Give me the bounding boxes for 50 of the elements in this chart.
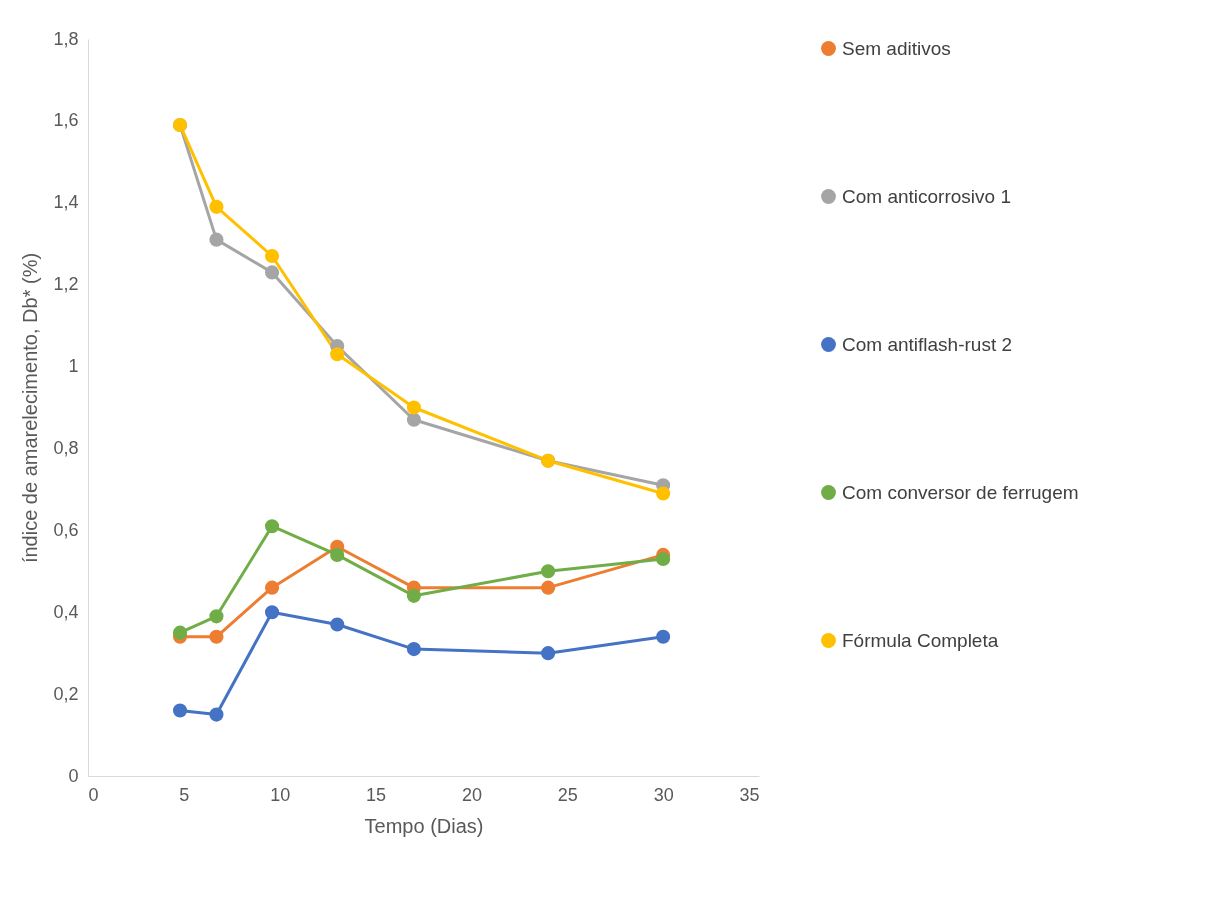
point	[264, 605, 280, 620]
point	[264, 265, 280, 280]
x-tick-label: 35	[739, 784, 760, 805]
x-tick-label: 25	[557, 784, 578, 805]
point	[541, 564, 556, 579]
point	[209, 707, 224, 722]
point	[264, 519, 280, 534]
x-tick-label: 30	[653, 784, 674, 805]
x-tick-label: 10	[270, 784, 291, 805]
x-tick-label: 15	[366, 784, 387, 805]
point	[209, 609, 224, 624]
point	[209, 232, 224, 247]
x-axis-title: Tempo (Dias)	[364, 814, 484, 837]
x-tick-label: 5	[179, 784, 190, 805]
y-tick-label: 0,8	[53, 437, 79, 458]
y-tick-label: 1	[68, 356, 79, 377]
y-tick-label: 0,4	[53, 601, 79, 622]
legend-label: Fórmula Completa	[842, 629, 999, 651]
point	[264, 580, 280, 595]
point	[330, 617, 345, 632]
y-tick-label: 1,4	[53, 192, 79, 213]
point	[541, 580, 556, 595]
point	[330, 547, 345, 562]
point	[406, 642, 421, 657]
y-tick-label: 1,6	[53, 110, 79, 131]
x-tick-label: 0	[88, 784, 99, 805]
point	[264, 248, 280, 264]
y-tick-label: 1,8	[53, 28, 79, 49]
point	[209, 629, 224, 644]
legend-label: Com anticorrosivo 1	[842, 185, 1011, 207]
y-tick-label: 0,6	[53, 519, 79, 540]
point	[656, 629, 671, 644]
point	[406, 412, 421, 427]
point	[209, 199, 224, 214]
point	[330, 347, 345, 362]
point	[656, 551, 671, 567]
point	[656, 486, 671, 501]
legend-label: Com antiflash-rust 2	[842, 333, 1013, 355]
point	[406, 588, 421, 603]
y-axis-title: índice de amarelecimento, Db* (%)	[19, 252, 42, 564]
point	[406, 400, 421, 415]
y-tick-label: 1,2	[53, 274, 79, 295]
point	[172, 703, 188, 718]
x-tick-label: 20	[461, 784, 482, 805]
y-tick-label: 0,2	[53, 683, 79, 704]
legend-label: Sem aditivos	[842, 37, 951, 59]
point	[541, 646, 556, 661]
point	[172, 625, 188, 640]
legend-label: Com conversor de ferrugem	[842, 481, 1079, 503]
y-tick-label: 0	[68, 765, 79, 786]
